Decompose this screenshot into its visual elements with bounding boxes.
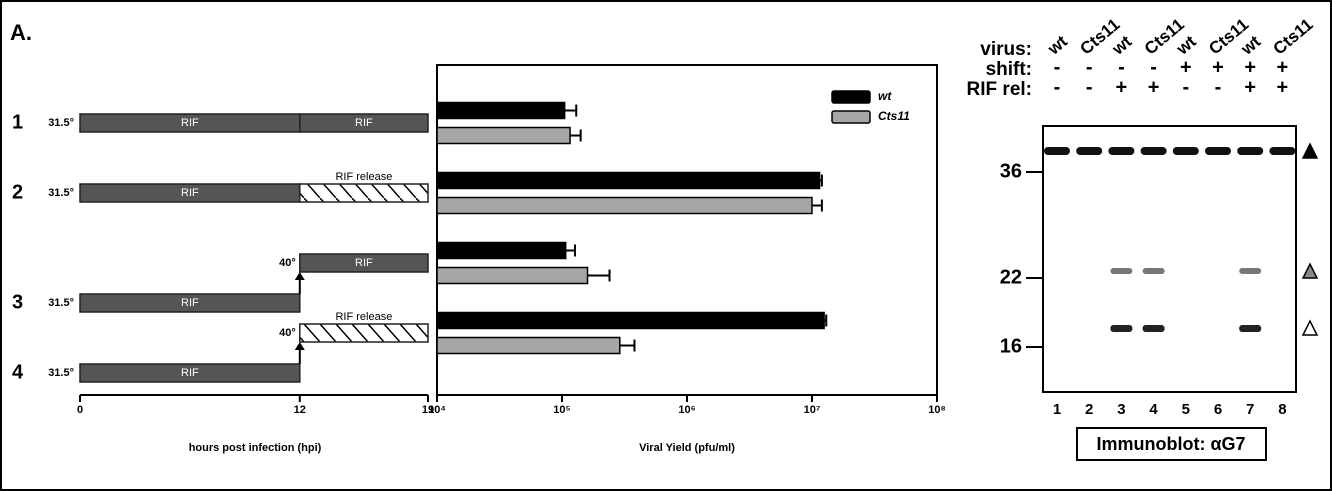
segment-label: RIF release bbox=[335, 171, 392, 183]
lane-shift: - bbox=[1054, 56, 1061, 78]
legend-swatch bbox=[832, 91, 870, 103]
segment-label: RIF release bbox=[335, 311, 392, 323]
timeline-tick-label: 12 bbox=[294, 404, 306, 416]
segment-label: RIF bbox=[181, 117, 199, 129]
segment-label: RIF bbox=[355, 117, 373, 129]
lane-shift: + bbox=[1277, 56, 1289, 78]
band-top bbox=[1205, 147, 1231, 155]
band-top bbox=[1141, 147, 1167, 155]
timeline-segment bbox=[300, 324, 428, 342]
lane-number: 8 bbox=[1278, 401, 1286, 418]
lane-rif: - bbox=[1215, 76, 1222, 98]
row-number: 1 bbox=[12, 111, 23, 133]
x-axis-label: Viral Yield (pfu/ml) bbox=[639, 442, 735, 454]
bar bbox=[437, 338, 620, 354]
lane-shift: - bbox=[1118, 56, 1125, 78]
band-top bbox=[1044, 147, 1070, 155]
bar bbox=[437, 313, 824, 329]
lane-number: 1 bbox=[1053, 401, 1061, 418]
lane-shift: - bbox=[1086, 56, 1093, 78]
lane-shift: + bbox=[1180, 56, 1192, 78]
lane-number: 5 bbox=[1182, 401, 1190, 418]
bar bbox=[437, 198, 812, 214]
row-number: 3 bbox=[12, 291, 23, 313]
lane-number: 3 bbox=[1117, 401, 1125, 418]
lane-shift: + bbox=[1244, 56, 1256, 78]
panel-label: A. bbox=[10, 20, 32, 45]
blot-caption: Immunoblot: αG7 bbox=[1096, 434, 1245, 454]
lane-rif: + bbox=[1148, 76, 1160, 98]
segment-label: RIF bbox=[181, 367, 199, 379]
blot-row-label: shift: bbox=[986, 59, 1032, 80]
legend-label: Cts11 bbox=[878, 109, 910, 123]
lane-rif: + bbox=[1116, 76, 1128, 98]
band-top bbox=[1269, 147, 1295, 155]
lane-number: 7 bbox=[1246, 401, 1254, 418]
blot-row-label: virus: bbox=[980, 39, 1032, 60]
segment-label: RIF bbox=[181, 297, 199, 309]
band-top bbox=[1108, 147, 1134, 155]
x-tick-label: 10⁵ bbox=[553, 404, 570, 416]
segment-label: RIF bbox=[355, 257, 373, 269]
bar bbox=[437, 173, 820, 189]
band-top bbox=[1173, 147, 1199, 155]
mw-marker: 36 bbox=[1000, 160, 1022, 182]
segment-label: RIF bbox=[181, 187, 199, 199]
lane-shift: - bbox=[1150, 56, 1157, 78]
lane-number: 2 bbox=[1085, 401, 1093, 418]
row-number: 2 bbox=[12, 181, 23, 203]
band-low bbox=[1110, 325, 1132, 332]
blot-frame bbox=[1043, 126, 1296, 392]
band-top bbox=[1076, 147, 1102, 155]
lane-rif: + bbox=[1277, 76, 1289, 98]
bar bbox=[437, 128, 570, 144]
figure: A. Immunoblot: αG7 1 31.5° RIF RIF 2 31.5° RIF… bbox=[0, 0, 1332, 491]
lane-rif: - bbox=[1182, 76, 1189, 98]
band-low bbox=[1143, 325, 1165, 332]
blot-row-label: RIF rel: bbox=[967, 79, 1032, 100]
bar bbox=[437, 103, 565, 119]
legend-label: wt bbox=[878, 89, 892, 103]
bar bbox=[437, 243, 566, 259]
lane-shift: + bbox=[1212, 56, 1224, 78]
legend-swatch bbox=[832, 111, 870, 123]
band-low bbox=[1239, 325, 1261, 332]
band-mid bbox=[1239, 268, 1261, 274]
lane-number: 6 bbox=[1214, 401, 1222, 418]
row-temperature: 31.5° bbox=[48, 187, 74, 199]
bar bbox=[437, 268, 588, 284]
shift-temperature: 40° bbox=[279, 257, 296, 269]
x-tick-label: 10⁴ bbox=[428, 404, 446, 416]
mw-marker: 22 bbox=[1000, 266, 1022, 288]
lane-rif: + bbox=[1244, 76, 1256, 98]
lane-number: 4 bbox=[1149, 401, 1158, 418]
row-temperature: 31.5° bbox=[48, 117, 74, 129]
timeline-axis-label: hours post infection (hpi) bbox=[189, 442, 322, 454]
band-top bbox=[1237, 147, 1263, 155]
row-temperature: 31.5° bbox=[48, 367, 74, 379]
timeline-tick-label: 0 bbox=[77, 404, 83, 416]
x-tick-label: 10⁸ bbox=[928, 404, 945, 416]
x-tick-label: 10⁷ bbox=[804, 404, 821, 416]
lane-rif: - bbox=[1054, 76, 1061, 98]
x-tick-label: 10⁶ bbox=[678, 404, 695, 416]
row-number: 4 bbox=[12, 361, 24, 383]
lane-rif: - bbox=[1086, 76, 1093, 98]
band-mid bbox=[1110, 268, 1132, 274]
timeline-segment bbox=[300, 184, 428, 202]
row-temperature: 31.5° bbox=[48, 297, 74, 309]
shift-temperature: 40° bbox=[279, 327, 296, 339]
mw-marker: 16 bbox=[1000, 335, 1022, 357]
band-mid bbox=[1143, 268, 1165, 274]
